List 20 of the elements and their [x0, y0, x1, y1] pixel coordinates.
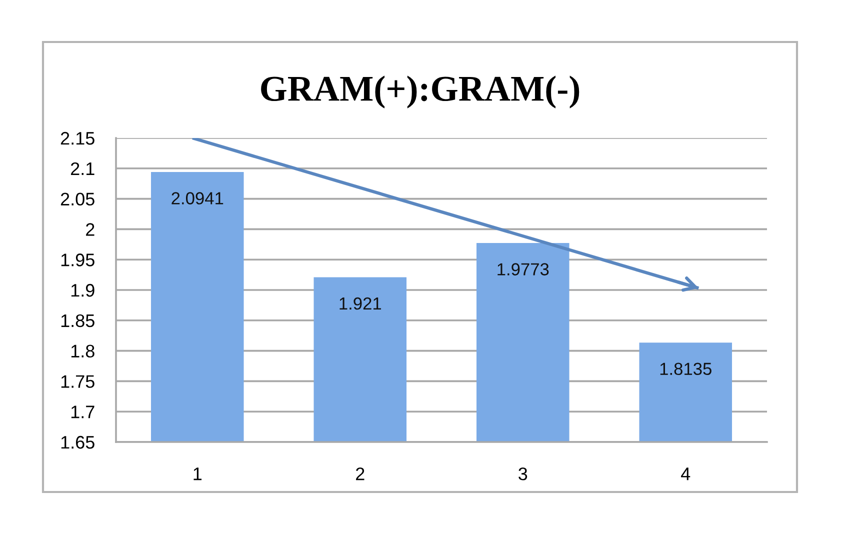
y-tick-label: 1.9: [71, 284, 94, 297]
y-tick-label: 1.8: [71, 344, 94, 358]
x-tick-label: 1: [194, 468, 202, 480]
y-tick-label: 1.7: [71, 406, 94, 418]
data-label: 2.0941: [172, 192, 224, 204]
data-label: 1.921: [340, 297, 381, 310]
y-tick-label: 2.1: [70, 162, 94, 175]
y-tick-label: 1.95: [61, 254, 94, 266]
y-tick-label: 1.75: [61, 375, 94, 388]
y-tick-label: 2: [86, 223, 94, 236]
y-tick-label: 2.05: [60, 192, 94, 206]
y-tick-label: 1.65: [61, 436, 94, 449]
x-tick-label: 2: [356, 467, 364, 480]
y-tick-label: 1.85: [61, 314, 94, 328]
data-label: 1.9773: [498, 263, 549, 276]
x-tick-label: 4: [681, 468, 690, 480]
y-tick-label: 2.15: [60, 132, 94, 145]
x-tick-label: 3: [518, 467, 528, 480]
chart-title: GRAM(+):GRAM(-): [261, 76, 580, 108]
data-label: 1.8135: [660, 362, 712, 376]
